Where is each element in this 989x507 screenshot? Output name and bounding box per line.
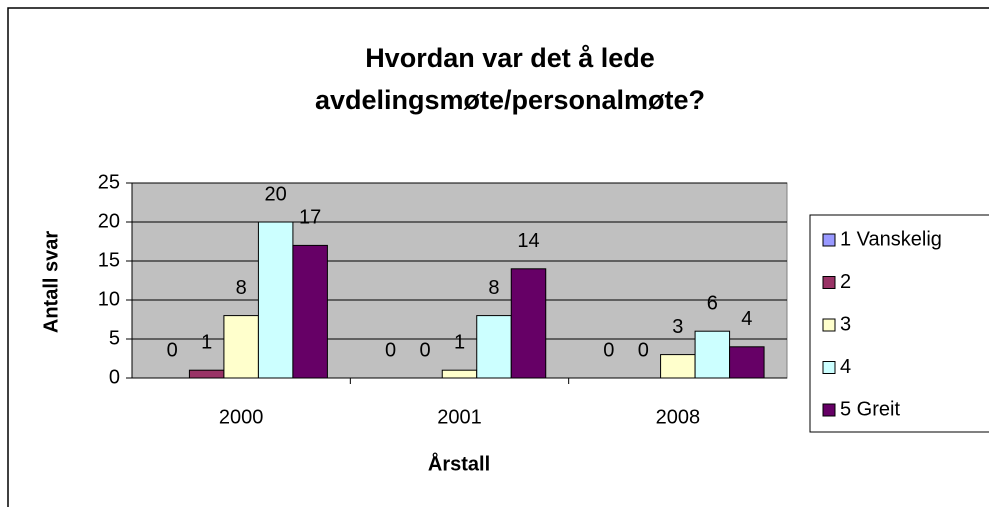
- bar: [188, 369, 225, 379]
- y-tick-label: 0: [109, 366, 120, 388]
- data-label: 0: [385, 339, 396, 361]
- data-label: 6: [707, 292, 718, 314]
- bar: [510, 268, 547, 379]
- data-label: 14: [517, 230, 539, 252]
- x-axis-title: Årstall: [428, 451, 490, 475]
- legend-label: 2: [840, 271, 851, 293]
- y-tick-label: 5: [109, 327, 120, 349]
- data-label: 1: [454, 331, 465, 353]
- bar: [729, 346, 765, 379]
- legend-label: 3: [840, 313, 851, 335]
- legend-swatch: [822, 233, 836, 247]
- y-tick-label: 20: [98, 210, 120, 232]
- data-label: 0: [638, 339, 649, 361]
- bar: [441, 369, 478, 379]
- y-axis-title: Antall svar: [40, 231, 62, 333]
- x-tick-label: 2008: [656, 406, 701, 428]
- bar: [257, 221, 294, 379]
- bar: [223, 315, 259, 379]
- legend-label: 1 Vanskelig: [840, 228, 942, 250]
- bar: [660, 354, 696, 379]
- legend-label: 5 Greit: [840, 398, 900, 420]
- data-label: 4: [741, 308, 752, 330]
- data-label: 0: [419, 339, 430, 361]
- data-label: 8: [236, 277, 247, 299]
- data-label: 0: [603, 339, 614, 361]
- y-tick-label: 15: [98, 249, 120, 271]
- y-tick-label: 10: [98, 288, 120, 310]
- x-tick-label: 2000: [219, 406, 264, 428]
- legend-label: 4: [840, 356, 851, 378]
- data-label: 0: [167, 339, 178, 361]
- legend: [809, 214, 989, 433]
- legend-swatch: [822, 318, 836, 332]
- chart-title: Hvordan var det å lede: [365, 43, 655, 73]
- y-tick-label: 25: [98, 171, 120, 193]
- data-label: 3: [672, 316, 683, 338]
- legend-swatch: [822, 276, 836, 289]
- data-label: 1: [201, 331, 212, 353]
- data-label: 20: [265, 183, 287, 205]
- bar: [292, 244, 328, 379]
- bar: [694, 330, 731, 379]
- bar: [476, 315, 512, 379]
- chart-title: avdelingsmøte/personalmøte?: [315, 85, 705, 115]
- legend-swatch: [822, 361, 836, 374]
- data-label: 17: [299, 207, 321, 229]
- x-tick-label: 2001: [437, 406, 482, 428]
- data-label: 8: [488, 277, 499, 299]
- legend-swatch: [822, 403, 836, 417]
